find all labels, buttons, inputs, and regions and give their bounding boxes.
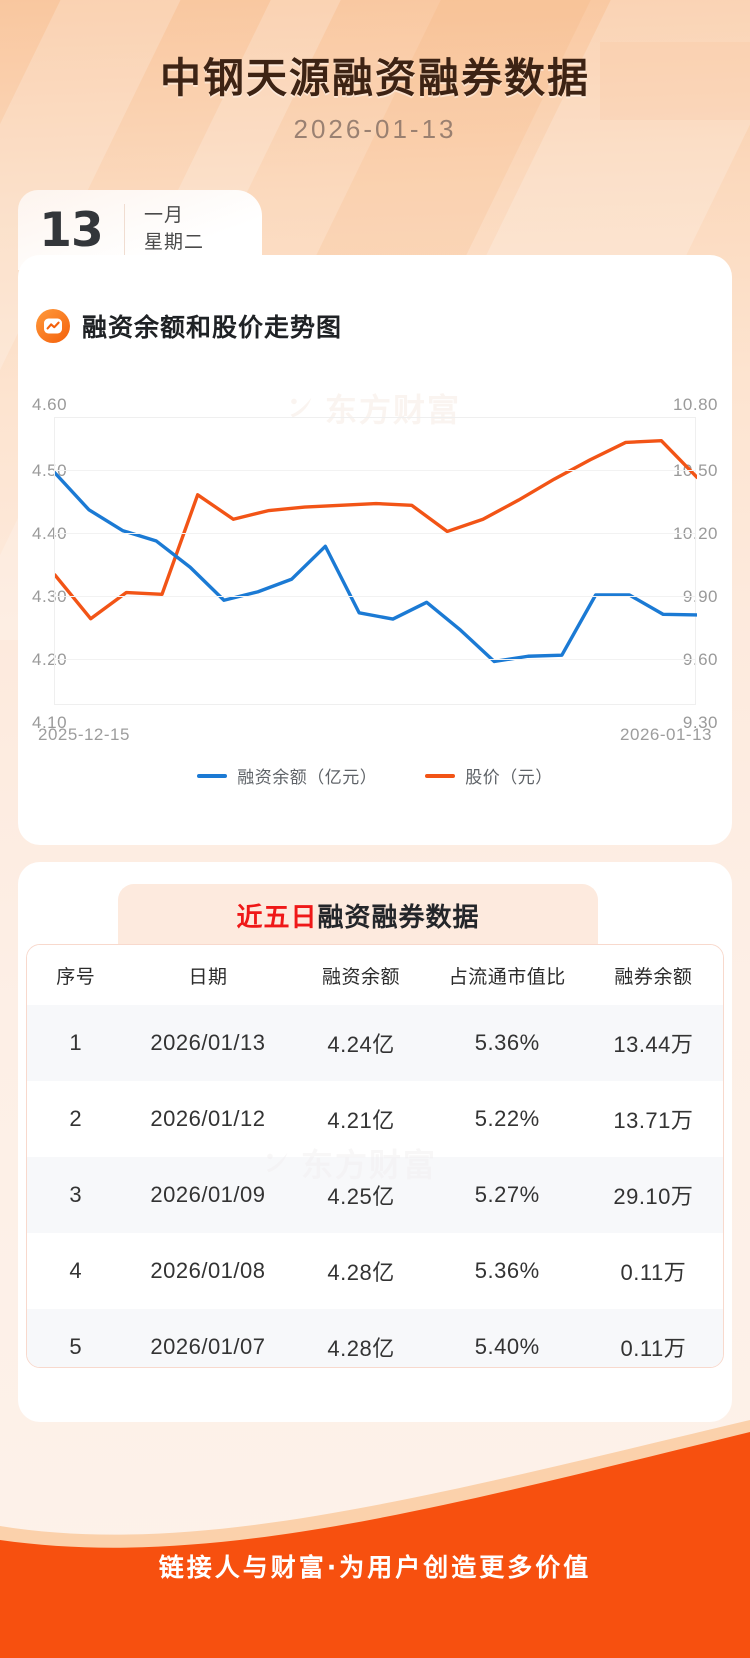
table-cell-1: 2026/01/12: [150, 1106, 266, 1131]
table-cell-0: 3: [69, 1182, 83, 1207]
table-title-rest: 融资融券数据: [317, 902, 480, 933]
chart-section-header: 融资余额和股价走势图: [36, 308, 342, 344]
y-left-tick-4-10: 4.10: [32, 713, 68, 732]
chart-container: 东方财富 4.60 4.50 4.40 4.30 4.20 4.10 10.80…: [18, 385, 732, 788]
page-footer: 链接人与财富·为用户创造更多价值: [0, 1408, 750, 1658]
table-cell-2: 4.21亿: [327, 1108, 395, 1133]
table-cell-4: 29.10万: [613, 1184, 694, 1209]
date-divider: [124, 204, 125, 256]
column-header-index: 序号: [27, 945, 125, 1005]
x-tick-start: 2025-12-15: [38, 725, 130, 744]
table-cell-4: 13.44万: [613, 1032, 694, 1057]
table-cell-0: 5: [69, 1334, 83, 1359]
watermark-text: 东方财富: [325, 391, 462, 429]
chart-legend: 融资余额（亿元） 股价（元）: [18, 763, 732, 788]
table-cell-2: 4.28亿: [327, 1260, 395, 1285]
table-header-row: 序号 日期 融资余额 占流通市值比 融券余额: [27, 945, 723, 1005]
table-cell-0: 1: [69, 1030, 83, 1055]
page-date: 2026-01-13: [293, 114, 457, 144]
table-cell-3: 5.22%: [474, 1106, 540, 1131]
table-row: 3 2026/01/09 4.25亿 5.27% 29.10万: [27, 1157, 723, 1233]
column-header-securities-balance: 融券余额: [583, 945, 723, 1005]
gridline: [55, 596, 695, 597]
table-cell-4: 0.11万: [620, 1336, 687, 1361]
chart-series-svg: [53, 438, 699, 664]
column-header-date: 日期: [124, 945, 292, 1005]
table-cell-0: 4: [69, 1258, 83, 1283]
legend-swatch-price: [425, 773, 456, 778]
footer-wave-decoration: [0, 1420, 750, 1658]
date-month: 一月: [144, 205, 185, 226]
date-text-group: 一月 星期二: [125, 203, 204, 257]
y-left-tick-4-40: 4.40: [32, 524, 68, 543]
chart-section-title: 融资余额和股价走势图: [82, 313, 343, 342]
gridline: [55, 533, 695, 534]
date-weekday: 星期二: [144, 232, 205, 253]
y-right-tick-9-30: 9.30: [682, 713, 718, 732]
table-cell-1: 2026/01/13: [150, 1030, 266, 1055]
y-right-tick-9-60: 9.60: [682, 650, 718, 669]
chart-line-icon: [36, 309, 70, 343]
legend-item-financing[interactable]: 融资余额（亿元）: [197, 763, 377, 788]
table-cell-1: 2026/01/09: [150, 1182, 266, 1207]
gridline: [55, 659, 695, 660]
table-title-highlight: 近五日: [236, 902, 318, 933]
table-cell-0: 2: [69, 1106, 83, 1131]
legend-label-financing: 融资余额（亿元）: [237, 768, 378, 787]
table-cell-3: 5.36%: [474, 1258, 540, 1283]
financing-data-table: 序号 日期 融资余额 占流通市值比 融券余额 1 2026/01/13 4.24亿 5…: [26, 944, 724, 1368]
legend-swatch-financing: [197, 773, 228, 778]
table-cell-2: 4.28亿: [327, 1336, 395, 1361]
page-header: 中钢天源融资融券数据 2026-01-13: [0, 0, 750, 185]
y-left-tick-4-30: 4.30: [32, 587, 68, 606]
y-left-tick-4-60: 4.60: [32, 395, 68, 414]
table-row: 5 2026/01/07 4.28亿 5.40% 0.11万: [27, 1309, 723, 1367]
background-block: [600, 42, 750, 120]
table-row: 1 2026/01/13 4.24亿 5.36% 13.44万: [27, 1005, 723, 1081]
table-body: 1 2026/01/13 4.24亿 5.36% 13.44万 2 2026/01/12 4.…: [27, 1005, 723, 1367]
table-cell-3: 5.27%: [474, 1182, 540, 1207]
gridline: [55, 470, 695, 471]
table-row: 4 2026/01/08 4.28亿 5.36% 0.11万: [27, 1233, 723, 1309]
watermark-eastmoney: 东方财富: [286, 385, 461, 431]
table-cell-2: 4.24亿: [327, 1032, 395, 1057]
chart-card: [18, 255, 732, 845]
table-cell-3: 5.40%: [474, 1334, 540, 1359]
table-cell-4: 13.71万: [613, 1108, 694, 1133]
table-cell-4: 0.11万: [620, 1260, 687, 1285]
series-financing-line: [53, 471, 699, 664]
table-cell-2: 4.25亿: [327, 1184, 395, 1209]
chart-plot-area: [53, 417, 699, 705]
series-price-line: [53, 438, 699, 621]
table-row: 2 2026/01/12 4.21亿 5.22% 13.71万: [27, 1081, 723, 1157]
y-right-tick-10-80: 10.80: [672, 395, 718, 414]
table-title: 近五日融资融券数据: [236, 897, 479, 934]
column-header-financing-balance: 融资余额: [291, 945, 431, 1005]
table: 序号 日期 融资余额 占流通市值比 融券余额 1 2026/01/13 4.24亿 5…: [27, 945, 723, 1367]
table-title-pill: 近五日融资融券数据: [118, 884, 598, 946]
date-day: 13: [39, 202, 103, 258]
column-header-float-cap-ratio: 占流通市值比: [430, 945, 584, 1005]
page-title: 中钢天源融资融券数据: [160, 54, 590, 102]
table-cell-3: 5.36%: [474, 1030, 540, 1055]
x-tick-end: 2026-01-13: [620, 725, 712, 744]
footer-slogan: 链接人与财富·为用户创造更多价值: [158, 1553, 592, 1582]
table-cell-1: 2026/01/07: [150, 1334, 266, 1359]
table-cell-1: 2026/01/08: [150, 1258, 266, 1283]
legend-item-price[interactable]: 股价（元）: [425, 763, 553, 788]
y-right-tick-9-90: 9.90: [682, 587, 718, 606]
y-left-tick-4-20: 4.20: [32, 650, 68, 669]
legend-label-price: 股价（元）: [465, 768, 553, 787]
